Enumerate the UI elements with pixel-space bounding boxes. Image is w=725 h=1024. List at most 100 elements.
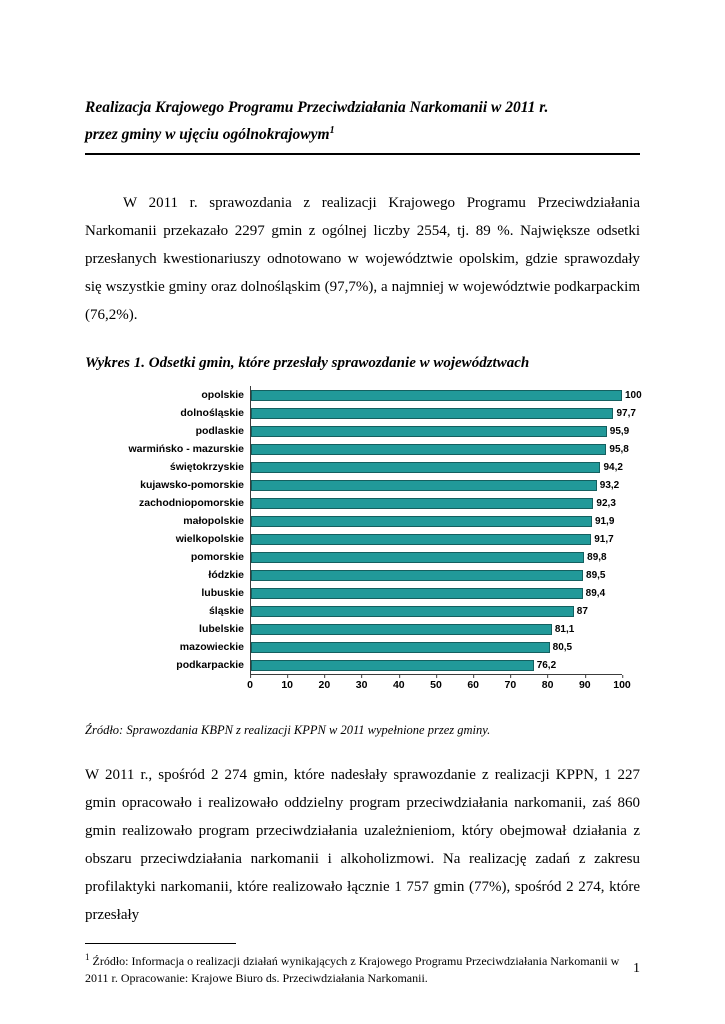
chart-row: dolnośląskie 97,7 — [85, 404, 640, 423]
chart-row: wielkopolskie 91,7 — [85, 530, 640, 549]
chart-axis-tick-label: 0 — [247, 675, 253, 692]
chart-bar — [251, 479, 597, 491]
chart-row: świętokrzyskie 94,2 — [85, 458, 640, 477]
chart-bar-track: 93,2 — [250, 476, 622, 495]
chart-value-label: 95,8 — [609, 443, 629, 455]
chart-row: pomorskie 89,8 — [85, 548, 640, 567]
chart-bar-track: 92,3 — [250, 494, 622, 513]
source-note: Źródło: Sprawozdania KBPN z realizacji K… — [85, 723, 491, 738]
chart-bar-track: 97,7 — [250, 404, 636, 423]
chart-row: podkarpackie 76,2 — [85, 656, 640, 675]
chart-plot-area: opolskie 100 dolnośląskie 97,7 podlaskie 95,9… — [85, 386, 642, 675]
chart-bar-track: 94,2 — [250, 458, 623, 477]
chart-bar — [251, 569, 584, 581]
chart-value-label: 89,4 — [585, 587, 606, 599]
chart-bar — [251, 623, 552, 635]
chart-row: zachodniopomorskie 92,3 — [85, 494, 640, 513]
chart-category-label: kujawsko-pomorskie — [140, 479, 244, 492]
chart-category-label: zachodniopomorskie — [138, 497, 244, 510]
chart-category-label: pomorskie — [190, 551, 244, 564]
chart-bar-track: 89,8 — [250, 548, 622, 567]
chart-bar — [251, 497, 594, 509]
chart-bar — [251, 425, 607, 437]
chart-value-label: 87 — [576, 605, 588, 617]
chart-row: lubuskie 89,4 — [85, 584, 640, 603]
chart-x-axis: 0 10 20 30 40 50 60 70 80 90 100 — [247, 674, 631, 694]
chart-axis-tick-label: 10 — [281, 675, 294, 692]
chart-category-label: opolskie — [201, 389, 244, 402]
chart-bar — [251, 443, 607, 455]
chart-value-label: 80,5 — [552, 641, 573, 653]
chart-bar — [251, 551, 585, 563]
chart-axis-tick-label: 90 — [578, 675, 591, 692]
chart-category-label: warmińsko - mazurskie — [128, 443, 244, 456]
chart-axis-tick-label: 30 — [355, 675, 368, 692]
chart-category-label: podkarpackie — [176, 659, 244, 672]
title-line-2: przez gminy w ujęciu ogólnokrajowym — [85, 126, 330, 144]
chart-bar — [251, 515, 592, 527]
chart-row: małopolskie 91,9 — [85, 512, 640, 531]
chart-value-label: 81,1 — [554, 623, 575, 635]
chart-category-label: dolnośląskie — [180, 407, 244, 420]
chart-row: łódzkie 89,5 — [85, 566, 640, 585]
chart-category-label: lubuskie — [201, 587, 244, 600]
chart-bar-track: 80,5 — [250, 638, 622, 657]
chart-row: śląskie 87 — [85, 602, 640, 621]
chart-axis-tick-label: 40 — [392, 675, 405, 692]
chart-bar — [251, 641, 550, 653]
chart-bar — [251, 389, 622, 401]
chart-bar-track: 95,8 — [250, 440, 629, 459]
chart-bar-track: 89,4 — [250, 584, 622, 603]
chart-bar-track: 100 — [250, 386, 642, 405]
footnote-divider — [85, 943, 236, 945]
chart-row: kujawsko-pomorskie 93,2 — [85, 476, 640, 495]
chart-bar — [251, 659, 534, 671]
chart-category-label: małopolskie — [183, 515, 244, 528]
chart-value-label: 91,9 — [594, 515, 615, 527]
title-footnote-ref: 1 — [329, 125, 335, 136]
page-number: 1 — [633, 961, 640, 976]
chart-bar-track: 87 — [250, 602, 622, 621]
chart-row: podlaskie 95,9 — [85, 422, 640, 441]
chart-axis-tick-label: 80 — [541, 675, 554, 692]
chart-row: opolskie 100 — [85, 386, 642, 405]
bar-chart: opolskie 100 dolnośląskie 97,7 podlaskie 95,9… — [85, 386, 642, 694]
chart-axis-tick-label: 100 — [613, 675, 631, 692]
chart-category-label: wielkopolskie — [175, 533, 244, 546]
chart-value-label: 92,3 — [596, 497, 616, 509]
footnote: 1 Źródło: Informacja o realizacji działa… — [85, 949, 640, 987]
chart-bar-track: 91,7 — [250, 530, 622, 549]
chart-value-label: 89,8 — [587, 551, 607, 563]
title-divider — [85, 153, 640, 156]
chart-category-label: łódzkie — [208, 569, 244, 582]
chart-value-label: 100 — [625, 389, 642, 401]
chart-value-label: 93,2 — [599, 479, 620, 491]
chart-bar — [251, 407, 614, 419]
chart-row: warmińsko - mazurskie 95,8 — [85, 440, 640, 459]
chart-bar-track: 91,9 — [250, 512, 622, 531]
chart-bar — [251, 587, 583, 599]
chart-bar-track: 89,5 — [250, 566, 622, 585]
paragraph-intro: W 2011 r. sprawozdania z realizacji Kraj… — [85, 195, 640, 324]
chart-category-label: śląskie — [208, 605, 244, 618]
chart-bar — [251, 461, 601, 473]
chart-value-label: 76,2 — [536, 659, 557, 671]
chart-caption: Wykres 1. Odsetki gmin, które przesłały … — [85, 355, 530, 372]
paragraph-body: W 2011 r., spośród 2 274 gmin, które nad… — [85, 767, 640, 924]
chart-value-label: 89,5 — [586, 569, 606, 581]
chart-bar — [251, 533, 592, 545]
document-title: Realizacja Krajowego Programu Przeciwdzi… — [85, 96, 640, 146]
footnote-text: Źródło: Informacja o realizacji działań … — [85, 954, 620, 986]
chart-axis-tick-label: 20 — [318, 675, 331, 692]
footnote-marker: 1 — [85, 952, 90, 963]
chart-row: mazowieckie 80,5 — [85, 638, 640, 657]
chart-axis-tick-label: 50 — [430, 675, 442, 692]
chart-value-label: 97,7 — [616, 407, 636, 419]
chart-axis-tick-label: 70 — [504, 675, 517, 692]
chart-value-label: 94,2 — [603, 461, 623, 473]
chart-bar-track: 76,2 — [250, 656, 622, 675]
chart-category-label: lubelskie — [199, 623, 244, 636]
chart-category-label: świętokrzyskie — [169, 461, 244, 474]
chart-row: lubelskie 81,1 — [85, 620, 640, 639]
